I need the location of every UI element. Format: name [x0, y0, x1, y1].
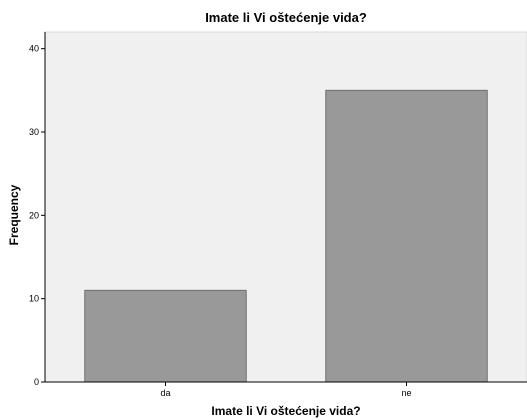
x-ticks-group: da ne [160, 382, 412, 398]
y-tick-label-10: 10 [29, 294, 39, 304]
bar-da [84, 289, 247, 383]
y-ticks-group: 0 10 20 30 40 [29, 44, 45, 387]
y-tick-label-20: 20 [29, 210, 39, 220]
y-tick-label-30: 30 [29, 127, 39, 137]
x-tick-label-ne: ne [401, 388, 411, 398]
x-axis-label: Imate li Vi oštećenje vida? [211, 404, 361, 418]
y-tick-label-40: 40 [29, 44, 39, 54]
chart-title: Imate li Vi oštećenje vida? [205, 10, 367, 25]
bars-group [84, 89, 488, 383]
bar-ne [325, 89, 488, 383]
x-tick-label-da: da [160, 388, 170, 398]
y-tick-label-0: 0 [34, 377, 39, 387]
y-axis-label: Frequency [7, 184, 21, 246]
